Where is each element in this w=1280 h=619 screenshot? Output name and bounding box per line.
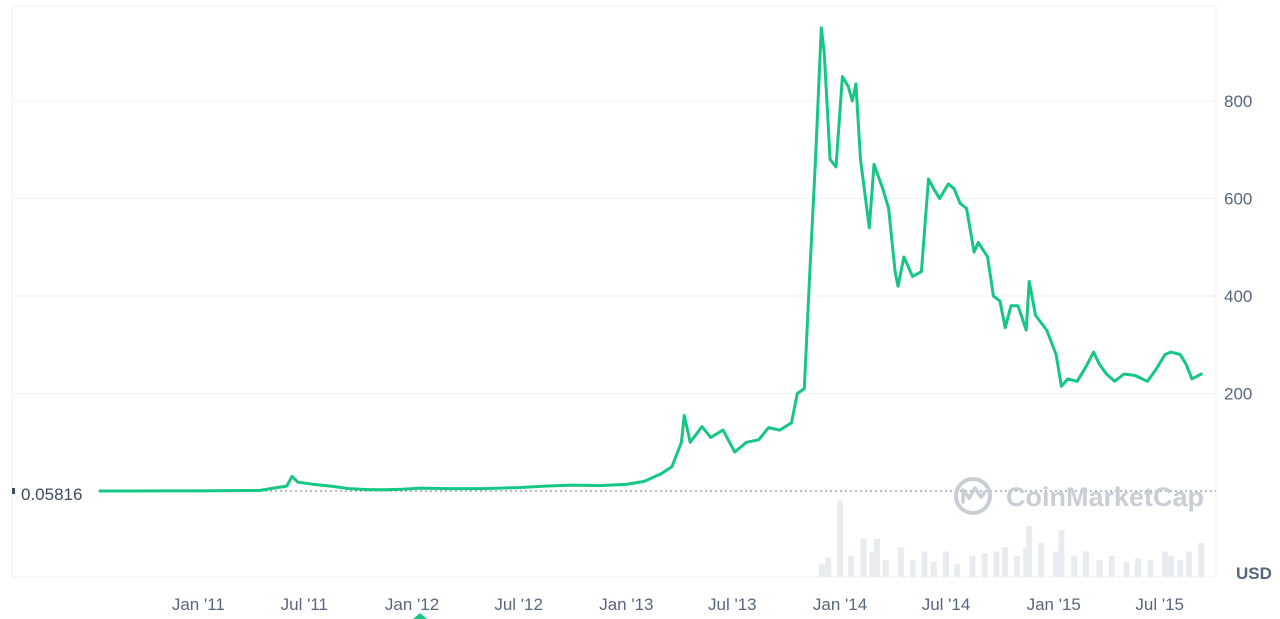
volume-bar	[1026, 526, 1033, 577]
volume-bar	[848, 555, 855, 577]
volume-bar	[943, 551, 950, 577]
volume-bar	[1071, 555, 1078, 577]
watermark-text: CoinMarketCap	[1006, 482, 1204, 512]
reference-price-tag: 0.05816	[12, 485, 82, 504]
volume-bar	[1185, 551, 1192, 577]
volume-bar	[1082, 551, 1089, 577]
volume-bar	[1198, 543, 1205, 577]
x-tick-label: Jul '13	[708, 595, 757, 614]
x-tick-label: Jan '12	[385, 595, 439, 614]
volume-bar	[882, 560, 889, 577]
volume-bar	[993, 551, 1000, 577]
reference-price-label: 0.05816	[21, 485, 82, 504]
volume-bar	[969, 555, 976, 577]
x-tick-label: Jan '14	[813, 595, 867, 614]
x-tick-label: Jan '13	[599, 595, 653, 614]
volume-bar	[1096, 560, 1103, 577]
volume-bar	[1013, 555, 1020, 577]
x-tick-label: Jul '15	[1135, 595, 1184, 614]
grid-lines	[11, 5, 1217, 578]
price-line[interactable]	[98, 26, 1203, 493]
volume-bar	[1135, 558, 1142, 577]
x-tick-label: Jul '14	[922, 595, 971, 614]
volume-bar	[897, 547, 904, 577]
y-tick-label: 800	[1224, 92, 1252, 111]
volume-bars	[818, 500, 1205, 577]
volume-bar	[1108, 555, 1115, 577]
volume-bar	[909, 560, 916, 577]
volume-bar	[818, 564, 825, 577]
volume-bar	[1167, 555, 1174, 577]
volume-bar	[954, 564, 961, 577]
coinmarketcap-watermark: CoinMarketCap	[954, 477, 1204, 515]
x-tick-label: Jan '11	[172, 595, 225, 614]
x-tick-label: Jul '11	[281, 595, 328, 614]
volume-bar	[930, 561, 937, 577]
volume-bar	[1123, 561, 1130, 577]
volume-bar	[873, 538, 880, 577]
volume-bar	[981, 553, 988, 577]
volume-bar	[921, 551, 928, 577]
coinmarketcap-logo-icon	[954, 477, 992, 515]
x-tick-label: Jul '12	[494, 595, 543, 614]
y-axis: 200 400 600 800	[1224, 92, 1252, 404]
volume-bar	[837, 500, 844, 577]
volume-bar	[1147, 560, 1154, 577]
y-tick-label: 200	[1224, 385, 1252, 404]
plot-frame	[11, 5, 1217, 578]
volume-bar	[1053, 551, 1060, 577]
currency-unit-label: USD	[1236, 564, 1272, 583]
volume-bar	[1037, 543, 1044, 577]
range-handle-icon[interactable]	[413, 613, 427, 619]
volume-bar	[825, 557, 832, 577]
y-tick-label: 400	[1224, 287, 1252, 306]
volume-bar	[869, 551, 876, 577]
volume-bar	[1177, 560, 1184, 577]
x-axis: Jan '11 Jul '11 Jan '12 Jul '12 Jan '13 Jul '…	[172, 595, 1184, 614]
x-tick-label: Jan '15	[1027, 595, 1081, 614]
reference-marker	[12, 488, 15, 494]
y-tick-label: 600	[1224, 190, 1252, 209]
volume-bar	[1161, 551, 1168, 577]
volume-bar	[1058, 530, 1065, 577]
volume-bar	[1002, 547, 1009, 577]
volume-bar	[860, 538, 867, 577]
